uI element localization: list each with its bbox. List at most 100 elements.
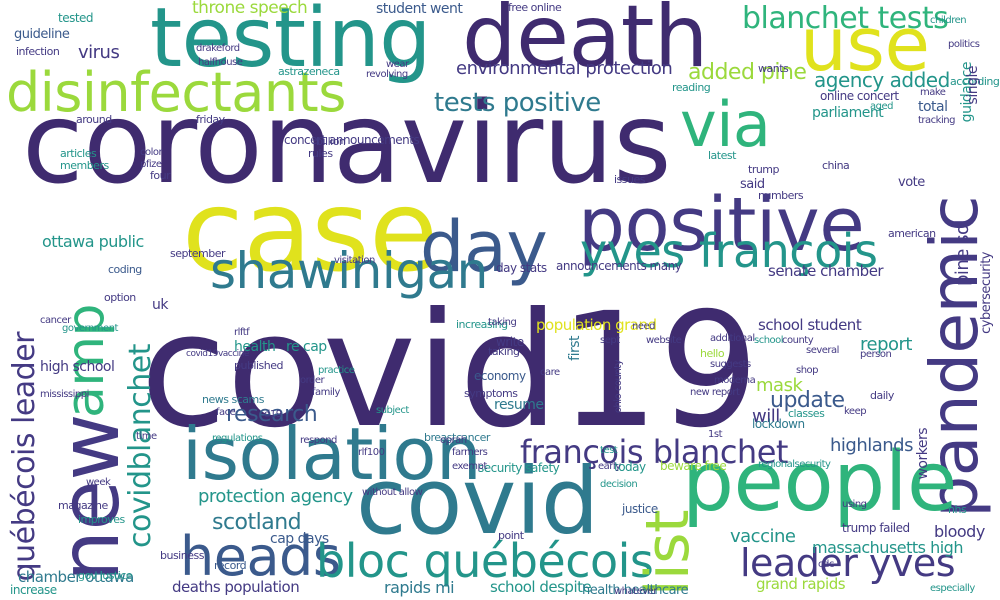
word: breastcancer [424,431,490,444]
word: test [600,445,618,456]
word: exempt [452,461,487,472]
word: health [234,339,276,355]
word: color [140,147,163,158]
word: health healthcare [582,583,689,598]
word: cdc [818,559,834,570]
word: trump failed [842,521,910,535]
word: order [300,375,325,386]
word: keep [844,406,867,417]
word: astrazeneca [278,65,340,78]
word: single [965,66,981,105]
word: whatever [614,586,657,597]
word: covid19vaccine [186,349,249,359]
word: day [420,206,548,288]
word: new [43,414,138,582]
word: pine sol [952,220,973,287]
word: infection [16,45,60,58]
word: first [567,336,583,361]
word: suggests [710,359,751,370]
word: time [136,431,157,442]
word: yves françois [580,224,878,278]
word: county [782,335,814,346]
word: today [614,460,646,474]
word: free online [508,1,562,14]
word: françois blanchet [520,433,788,471]
word: decision [600,479,638,490]
word: hello [700,347,725,360]
word: members [60,159,109,172]
word: rlftf [234,327,250,338]
word: taking [488,345,520,358]
word: announcements many [556,259,682,273]
word: cancer [40,315,71,326]
word: school student [758,316,862,334]
word: throne speech [192,0,308,18]
word: via [680,88,771,161]
word: sept [600,335,620,346]
word: student went [376,1,463,17]
word: death [462,0,708,87]
word: latest [708,149,736,162]
word: tracking [918,115,955,126]
word: environmental protection [456,58,673,79]
word: positive [578,182,865,268]
word: massachusetts high [812,538,963,557]
word: make [920,87,946,98]
word: four [150,169,171,182]
word: chamber ottawa [18,568,134,586]
word: taking [488,317,517,328]
word: improves [78,513,125,526]
word: parliament [812,105,884,121]
word: ohio county [613,360,624,414]
word: mississippi [40,389,89,400]
word: trump [748,163,780,176]
word: report [860,334,912,355]
word: gov justice [78,569,133,582]
word: numbers [758,189,804,202]
word: care [540,367,560,378]
word: vote [898,175,925,190]
word: published [234,359,284,372]
word: said [740,177,765,192]
word: mask [756,375,803,396]
word: need [632,321,656,332]
word: people [682,435,957,530]
word: deaths population [172,578,300,596]
word: around [76,113,112,126]
word: concert announcements [284,133,420,147]
word: increase [10,583,57,597]
word: reading [672,81,711,94]
word: oprah [440,435,467,446]
word: record [214,559,247,572]
word: added pine [688,60,807,85]
word: halfhouse [198,57,243,68]
word: rules [308,147,333,160]
word: early [598,461,621,472]
word: wants [758,62,789,75]
word: total [918,99,948,115]
word: population grand [536,316,657,334]
word: senate chamber [768,262,884,280]
word: business [160,549,204,562]
word: option [104,291,136,304]
word: covidblanchet [123,344,158,548]
word: scotland [212,510,302,535]
word: agency added [814,68,950,92]
word: high school [40,359,115,375]
word: rlf100 [358,447,385,458]
word: new report [690,387,740,398]
word: respond [300,435,337,446]
word: farmers [452,447,488,458]
word: ottawa public [42,232,144,251]
word: using [842,499,867,510]
word: coding [108,263,142,276]
word: grand rapids [756,575,846,593]
word: family [312,387,340,398]
word: magazine [58,499,108,512]
word: friday [196,113,225,126]
word: tested [58,11,94,25]
word: virus [78,42,120,63]
word: beware free [660,459,727,473]
word: re cap [286,339,327,355]
word: point [498,529,524,542]
